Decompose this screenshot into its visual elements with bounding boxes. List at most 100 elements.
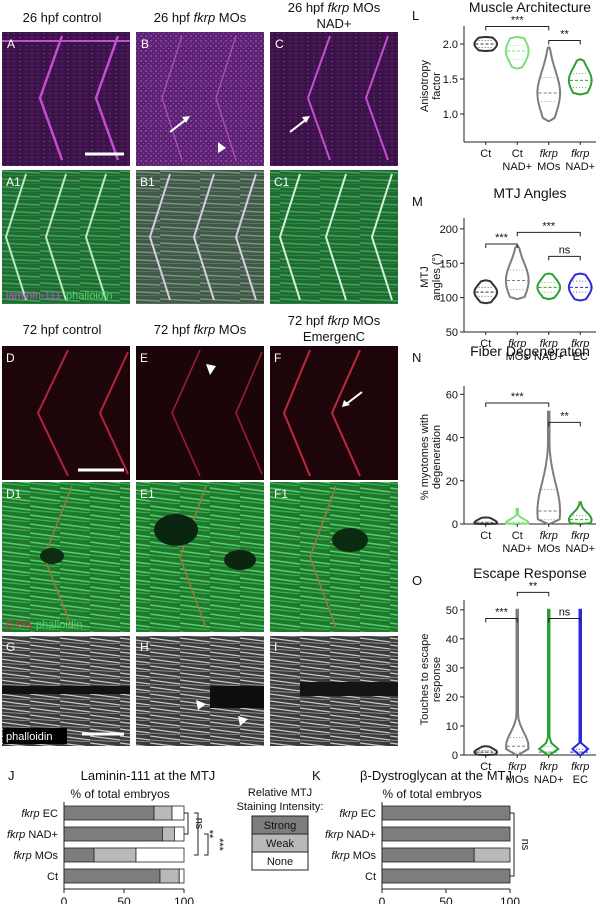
violin-shape [570, 608, 590, 756]
arrow-icon [344, 391, 363, 406]
stain-label-phalloidin: phalloidin [36, 619, 82, 631]
significance-bracket [548, 255, 581, 261]
y-axis-label: Anisotropy [419, 60, 431, 112]
chart-subtitle: % of total embryos [382, 787, 481, 801]
panel-label-E1: E1 [140, 487, 155, 501]
bar-segment-none [135, 847, 185, 863]
category-label-part: fkrp [339, 808, 357, 820]
x-tick-label-line2: EC [573, 774, 588, 786]
y-tick-label: 1.0 [443, 109, 458, 121]
y-tick-label: 30 [446, 663, 458, 675]
panel-label-K: K [312, 768, 321, 783]
significance-label: *** [495, 232, 509, 244]
stain-label-phalloidin: phalloidin [6, 731, 52, 743]
y-tick-label: 200 [440, 224, 458, 236]
x-tick-label-line2: NAD+ [565, 161, 595, 173]
chart-title: Escape Response [473, 565, 587, 581]
x-tick-label: fkrp [508, 761, 526, 773]
panel-label-M: M [412, 194, 423, 209]
category-label-part: fkrp [325, 829, 343, 841]
y-tick-label: 60 [446, 389, 458, 401]
x-tick-label: 100 [174, 895, 194, 904]
x-tick-label: fkrp [571, 148, 589, 160]
stain-label-bdg: β-DG [6, 619, 33, 631]
y-tick-label: 0 [452, 750, 458, 762]
violin-shape [537, 608, 560, 756]
y-tick-label: 2.0 [443, 39, 458, 51]
x-tick-label-line2: MOs [506, 351, 530, 363]
intensity-legend: Relative MTJ Staining Intensity: Strong … [237, 787, 323, 871]
panel-label-F1: F1 [274, 487, 288, 501]
category-label: Ct [47, 871, 58, 883]
significance-bracket [516, 231, 581, 237]
panel-label-A: A [7, 37, 15, 51]
header-26hpf-nad-line2: NAD+ [316, 16, 351, 31]
legend-label-weak: Weak [266, 838, 294, 850]
violin-shape [473, 279, 499, 305]
category-label-part: fkrp [331, 850, 349, 862]
y-tick-label: 40 [446, 433, 458, 445]
bar-segment-none [171, 805, 185, 821]
x-tick-label: 0 [61, 895, 68, 904]
significance-bracket [485, 243, 518, 248]
micrograph-area: 26 hpf control 26 hpf fkrp MOs 26 hpf fk… [2, 0, 398, 746]
panel-label-L: L [412, 8, 419, 23]
y-tick-label: 50 [446, 327, 458, 339]
arrowhead-icon [206, 364, 216, 375]
bar-segment-strong [381, 805, 511, 821]
x-tick-label: fkrp [540, 530, 558, 542]
significance-bracket [194, 812, 199, 856]
x-tick-label: Ct [512, 530, 523, 542]
y-axis-label-line2: degeneration [431, 425, 443, 489]
y-axis-label: MTJ [419, 266, 431, 287]
category-label-part: EC [40, 808, 58, 820]
violin-shape [504, 245, 530, 300]
header-26hpf-control: 26 hpf control [23, 10, 102, 25]
panel-label-H: H [140, 640, 149, 654]
arrowhead-icon [196, 700, 206, 710]
y-tick-label: 20 [446, 692, 458, 704]
significance-label: ** [560, 410, 569, 422]
panel-label-E: E [140, 351, 148, 365]
significance-label: *** [511, 15, 525, 27]
violin-chart-escape-response: Escape Response Touches to escape response… [419, 565, 596, 786]
violin-shape [567, 272, 593, 302]
y-axis-label-line2: factor [431, 72, 443, 100]
x-tick-label: 0 [379, 895, 386, 904]
violin-shape [567, 501, 593, 525]
category-label-part: Ct [47, 871, 58, 883]
category-label-part: NAD+ [343, 829, 376, 841]
bar-segment-strong [381, 868, 511, 884]
header-72hpf-ec-line2: EmergenC [303, 329, 365, 344]
y-axis-label: Touches to escape [419, 634, 431, 726]
x-tick-label: Ct [512, 148, 523, 160]
violin-shape [504, 36, 530, 70]
violin-shape [536, 46, 562, 122]
violin-shape [505, 608, 530, 756]
category-label-part: fkrp [13, 850, 31, 862]
panel-label-B1: B1 [140, 175, 155, 189]
x-tick-label: fkrp [571, 761, 589, 773]
micrograph-F [270, 346, 398, 480]
category-label: fkrp NAD+ [325, 829, 376, 841]
y-tick-label: 20 [446, 476, 458, 488]
bar-segment-strong [381, 847, 475, 863]
bar-segment-none [173, 826, 185, 842]
header-72hpf-ec: 72 hpf fkrp MOs [288, 313, 381, 328]
panel-label-C1: C1 [274, 175, 290, 189]
stain-label-laminin: laminin-111 [6, 290, 61, 302]
x-tick-label: fkrp [571, 530, 589, 542]
y-axis-label-line2: angles (°) [431, 253, 443, 300]
stain-label-phalloidin: phalloidin [66, 290, 112, 302]
legend-title: Relative MTJ [248, 787, 312, 799]
significance-label: ns [559, 244, 571, 256]
legend-label-strong: Strong [264, 820, 296, 832]
x-tick-label: Ct [480, 530, 491, 542]
bar-segment-weak [161, 826, 175, 842]
chart-title: β-Dystroglycan at the MTJ [360, 768, 512, 783]
violin-shape [567, 58, 593, 96]
header-72hpf-control: 72 hpf control [23, 322, 102, 337]
x-tick-label-line2: NAD+ [565, 543, 595, 555]
bar-segment-none [178, 868, 185, 884]
